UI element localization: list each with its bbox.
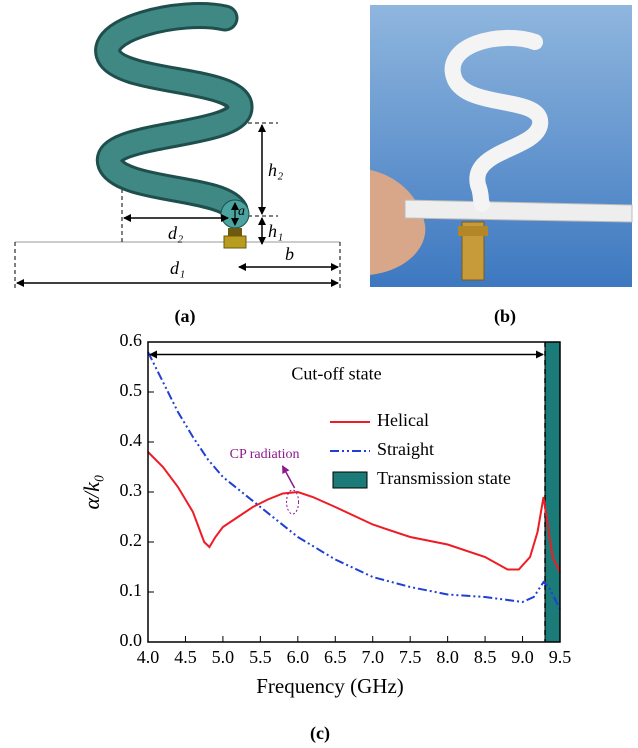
x-tick-label: 6.0 <box>287 647 310 667</box>
x-tick-label: 8.5 <box>474 647 497 667</box>
annotation: CP radiation <box>230 447 300 462</box>
x-tick-label: 9.0 <box>511 647 534 667</box>
x-tick-label: 6.5 <box>324 647 347 667</box>
dim-label: h₂ <box>268 160 283 180</box>
line <box>147 351 561 610</box>
y-tick-label: 0.1 <box>120 580 143 600</box>
x-tick-label: 5.0 <box>212 647 235 667</box>
x-tick-label: 5.5 <box>249 647 272 667</box>
x-tick-label: 8.0 <box>436 647 459 667</box>
y-tick-label: 0.5 <box>120 380 143 400</box>
legend-swatch <box>332 471 368 489</box>
region <box>544 341 561 643</box>
dim-label: h₁ <box>268 221 283 241</box>
legend-label: Transmission state <box>377 468 511 488</box>
helix-drawing <box>14 2 341 288</box>
y-tick-label: 0.0 <box>120 630 143 650</box>
plot-frame <box>147 341 561 643</box>
annotation-arrow <box>281 465 296 489</box>
dim-label: b <box>285 244 294 264</box>
y-axis-label: α/k₀ <box>79 474 104 509</box>
legend-label: Straight <box>377 439 434 459</box>
y-tick-label: 0.6 <box>120 330 143 350</box>
dim-label: a <box>238 204 245 219</box>
x-axis-label: Frequency (GHz) <box>256 674 404 698</box>
dim-label: d₁ <box>170 258 185 278</box>
x-tick-label: 7.5 <box>399 647 422 667</box>
x-tick-label: 4.5 <box>174 647 197 667</box>
panel-label: (b) <box>494 306 516 327</box>
y-tick-label: 0.3 <box>120 480 143 500</box>
y-tick-label: 0.2 <box>120 530 143 550</box>
panel-label: (a) <box>175 306 196 327</box>
panel-label: (c) <box>310 723 330 744</box>
prototype-photo <box>370 5 633 287</box>
annotation-ellipse <box>286 489 300 515</box>
line <box>147 451 561 573</box>
x-tick-label: 7.0 <box>361 647 384 667</box>
x-tick-label: 4.0 <box>137 647 160 667</box>
annotation: Cut-off state <box>291 364 381 384</box>
x-tick-label: 9.5 <box>549 647 572 667</box>
legend-label: Helical <box>377 410 429 430</box>
dim-label: d₂ <box>168 223 183 243</box>
y-tick-label: 0.4 <box>120 430 143 450</box>
